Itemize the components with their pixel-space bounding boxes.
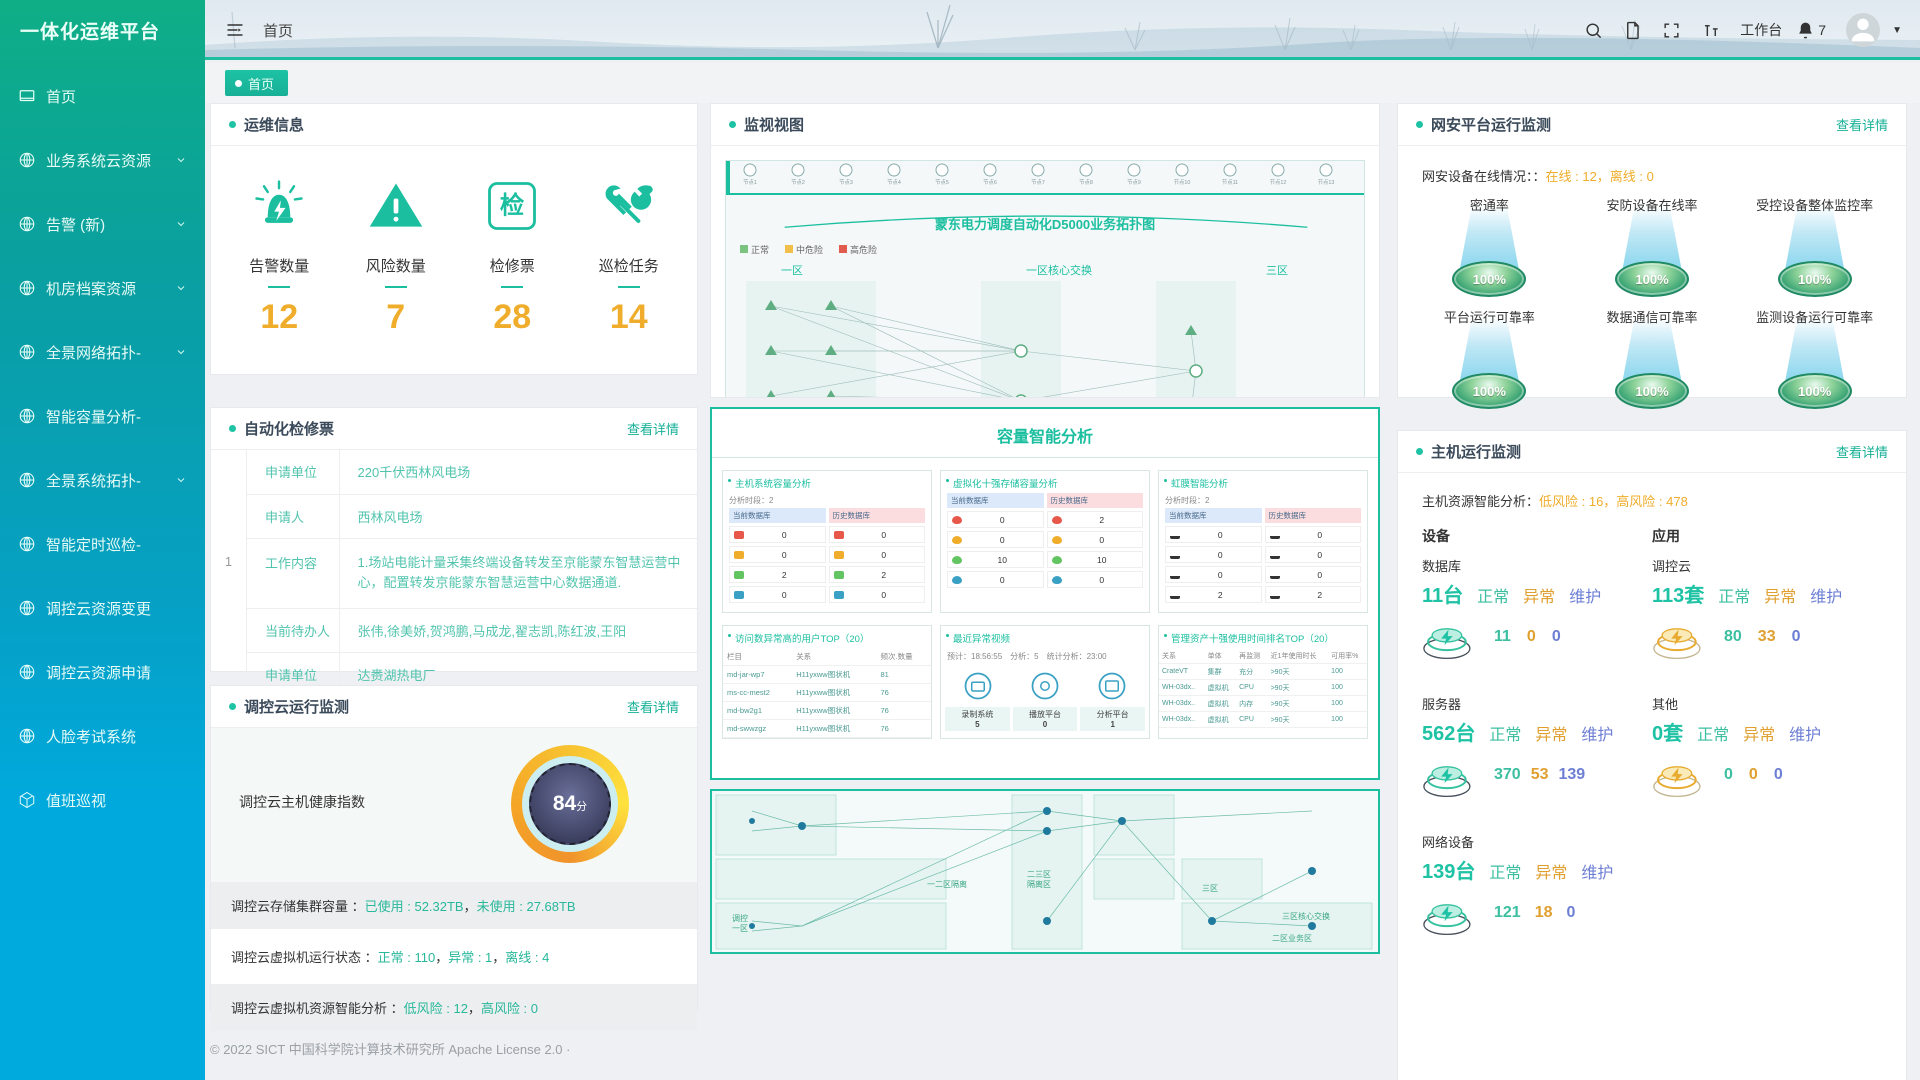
svg-text:节点13: 节点13	[1318, 179, 1335, 186]
svg-text:检: 检	[500, 192, 525, 220]
svg-text:节点2: 节点2	[791, 179, 805, 186]
svg-text:节点7: 节点7	[1031, 179, 1045, 186]
svg-text:节点8: 节点8	[1079, 179, 1093, 186]
svg-text:节点5: 节点5	[935, 179, 949, 186]
svg-text:二区业务区: 二区业务区	[1272, 933, 1312, 943]
svg-text:一二区隔离: 一二区隔离	[927, 879, 967, 889]
svg-text:一区: 一区	[781, 265, 803, 277]
svg-text:隔离区: 隔离区	[1027, 879, 1051, 889]
svg-text:三区: 三区	[1266, 265, 1288, 277]
svg-text:三区核心交换: 三区核心交换	[1282, 911, 1330, 921]
svg-text:三区: 三区	[1202, 884, 1218, 893]
svg-text:节点1: 节点1	[743, 179, 757, 186]
svg-text:节点3: 节点3	[839, 179, 853, 186]
svg-text:节点10: 节点10	[1174, 179, 1191, 186]
svg-text:节点6: 节点6	[983, 179, 997, 186]
svg-text:节点11: 节点11	[1222, 179, 1238, 186]
svg-text:节点12: 节点12	[1270, 179, 1287, 186]
svg-text:一区核心交换: 一区核心交换	[1026, 263, 1092, 277]
svg-text:一区: 一区	[732, 924, 748, 933]
svg-text:节点4: 节点4	[887, 179, 901, 186]
svg-text:调控: 调控	[732, 913, 748, 923]
svg-text:节点9: 节点9	[1127, 179, 1141, 186]
svg-text:二三区: 二三区	[1027, 870, 1051, 879]
